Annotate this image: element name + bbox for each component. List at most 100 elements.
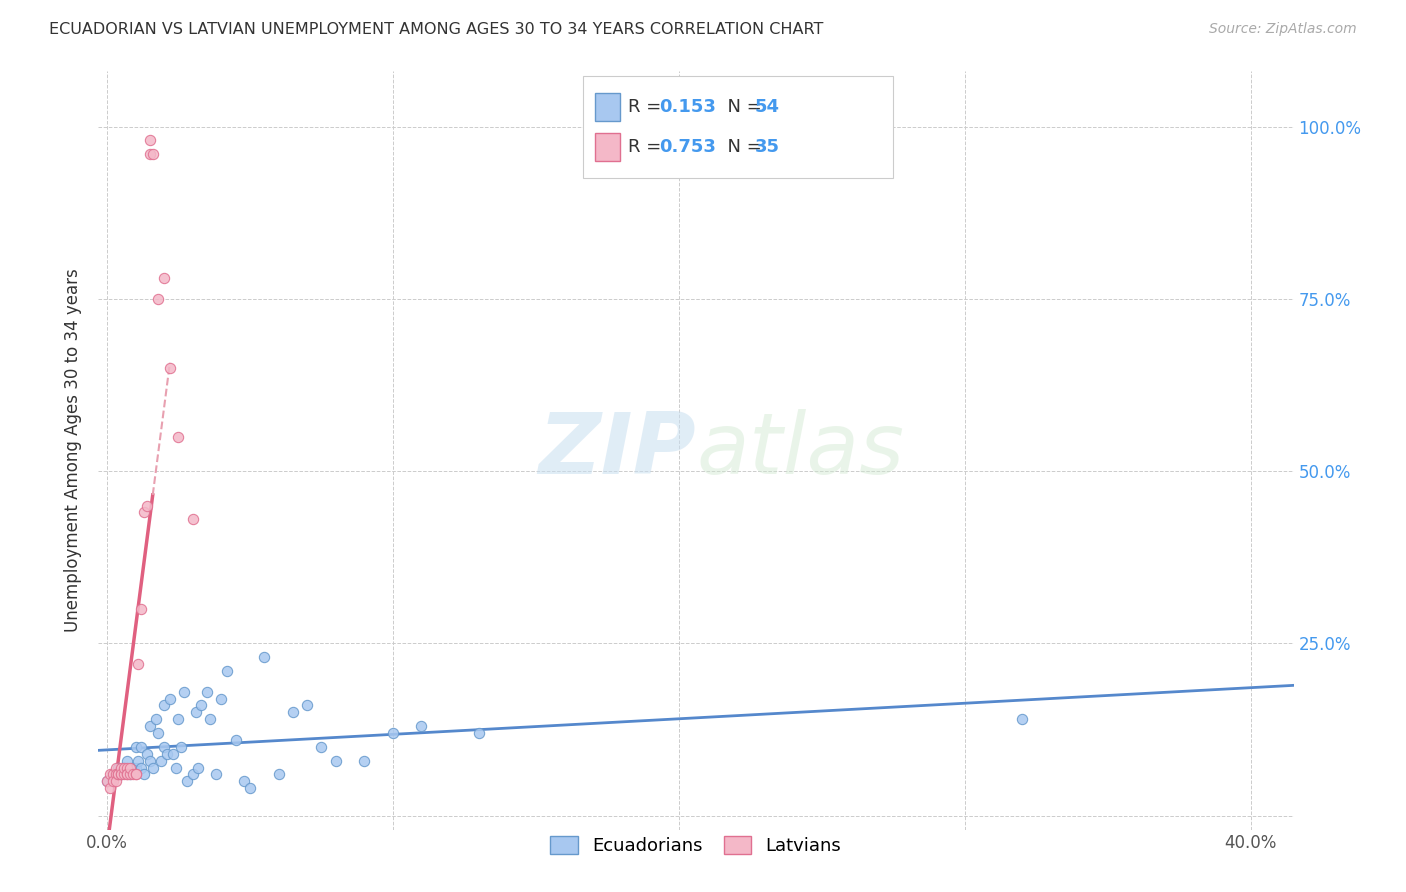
Point	[148, 726, 170, 740]
Point	[167, 712, 190, 726]
Point	[127, 657, 149, 672]
Point	[112, 760, 135, 774]
Point	[184, 706, 207, 720]
Point	[281, 706, 304, 720]
Point	[165, 760, 187, 774]
Text: atlas: atlas	[696, 409, 904, 492]
Point	[127, 754, 149, 768]
Point	[153, 698, 176, 713]
Point	[148, 292, 170, 306]
Point	[139, 719, 162, 733]
Point	[153, 739, 176, 754]
Point	[112, 767, 135, 781]
Text: Source: ZipAtlas.com: Source: ZipAtlas.com	[1209, 22, 1357, 37]
Point	[107, 760, 129, 774]
Point	[121, 767, 143, 781]
Point	[150, 754, 173, 768]
Text: R =: R =	[628, 138, 668, 156]
Point	[311, 739, 333, 754]
Point	[101, 767, 124, 781]
Point	[118, 760, 141, 774]
Point	[101, 774, 124, 789]
Point	[170, 739, 193, 754]
Point	[162, 747, 184, 761]
Point	[118, 767, 141, 781]
Point	[124, 767, 146, 781]
Point	[124, 760, 146, 774]
Point	[142, 147, 165, 161]
Point	[195, 684, 218, 698]
Point	[145, 712, 167, 726]
Point	[107, 767, 129, 781]
Point	[134, 506, 156, 520]
Point	[134, 767, 156, 781]
Point	[267, 767, 290, 781]
Text: 0.153: 0.153	[659, 98, 716, 116]
Point	[98, 767, 121, 781]
Point	[124, 739, 146, 754]
Point	[110, 760, 132, 774]
Text: R =: R =	[628, 98, 668, 116]
Point	[142, 760, 165, 774]
Point	[131, 602, 153, 616]
Point	[110, 767, 132, 781]
Point	[124, 767, 146, 781]
Point	[118, 767, 141, 781]
Point	[131, 739, 153, 754]
Point	[115, 767, 138, 781]
Point	[325, 754, 347, 768]
Legend: Ecuadorians, Latvians: Ecuadorians, Latvians	[543, 829, 849, 863]
Point	[239, 781, 262, 796]
Point	[115, 767, 138, 781]
Point	[176, 774, 198, 789]
Point	[101, 767, 124, 781]
Point	[190, 698, 212, 713]
Point	[353, 754, 375, 768]
Point	[467, 726, 489, 740]
Point	[225, 733, 247, 747]
Point	[115, 760, 138, 774]
Point	[110, 767, 132, 781]
Point	[112, 760, 135, 774]
Point	[136, 747, 159, 761]
Point	[233, 774, 256, 789]
Point	[136, 499, 159, 513]
Point	[131, 760, 153, 774]
Point	[153, 271, 176, 285]
Point	[96, 774, 118, 789]
Point	[253, 650, 276, 665]
Point	[295, 698, 318, 713]
Text: 0.753: 0.753	[659, 138, 716, 156]
Point	[173, 684, 195, 698]
Point	[139, 754, 162, 768]
Point	[198, 712, 221, 726]
Point	[96, 774, 118, 789]
Text: N =: N =	[716, 138, 768, 156]
Point	[187, 760, 209, 774]
Text: ZIP: ZIP	[538, 409, 696, 492]
Point	[167, 430, 190, 444]
Point	[381, 726, 404, 740]
Text: N =: N =	[716, 98, 768, 116]
Text: ECUADORIAN VS LATVIAN UNEMPLOYMENT AMONG AGES 30 TO 34 YEARS CORRELATION CHART: ECUADORIAN VS LATVIAN UNEMPLOYMENT AMONG…	[49, 22, 824, 37]
Point	[217, 664, 239, 678]
Point	[121, 760, 143, 774]
Point	[159, 360, 181, 375]
Point	[159, 691, 181, 706]
Point	[104, 767, 127, 781]
Point	[110, 767, 132, 781]
Point	[139, 147, 162, 161]
Text: 54: 54	[755, 98, 780, 116]
Point	[1011, 712, 1033, 726]
Point	[204, 767, 226, 781]
Point	[104, 760, 127, 774]
Point	[115, 754, 138, 768]
Point	[98, 781, 121, 796]
Point	[139, 133, 162, 147]
Point	[209, 691, 232, 706]
Point	[104, 774, 127, 789]
Text: 35: 35	[755, 138, 780, 156]
Point	[181, 767, 204, 781]
Y-axis label: Unemployment Among Ages 30 to 34 years: Unemployment Among Ages 30 to 34 years	[65, 268, 83, 632]
Point	[411, 719, 433, 733]
